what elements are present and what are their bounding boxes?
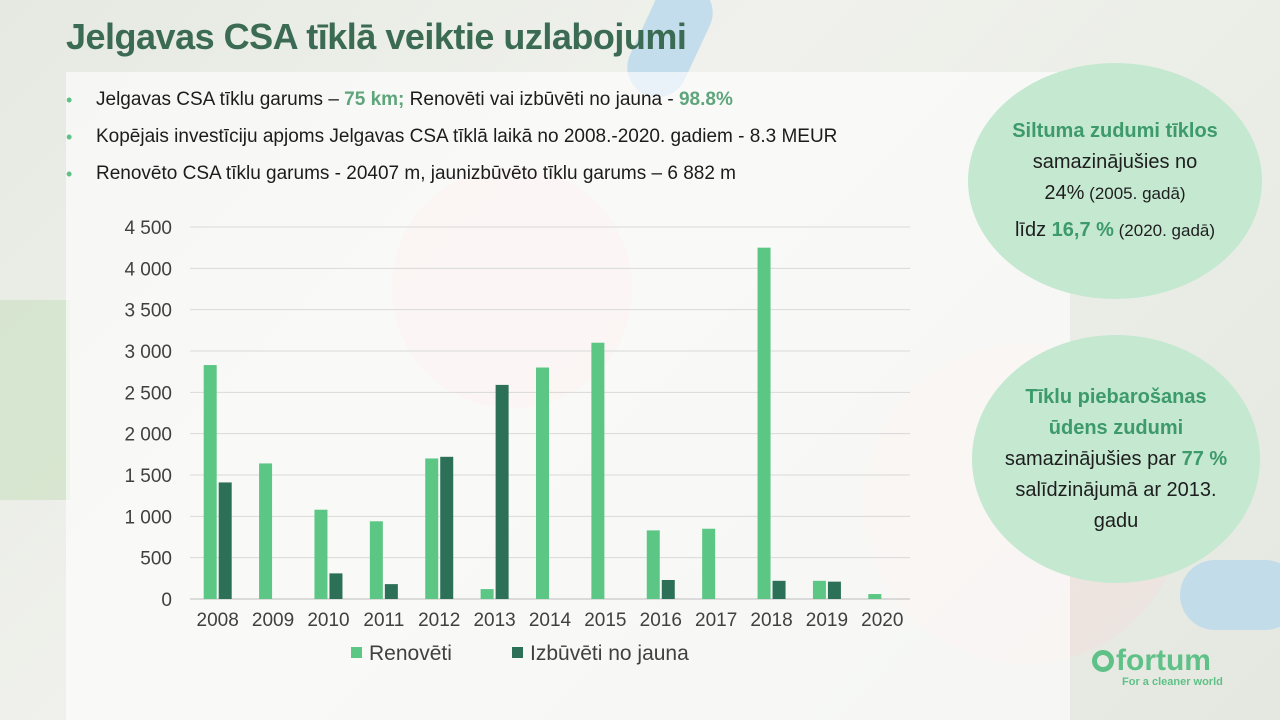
logo-word: fortum	[1116, 644, 1211, 677]
y-tick-label: 4 500	[124, 218, 172, 239]
bar-renoveti-2017	[702, 528, 716, 599]
water-loss-heading-1: Tīklu piebarošanas	[1025, 385, 1207, 408]
y-tick-label: 3 500	[124, 301, 172, 322]
logo-tagline: For a cleaner world	[1122, 676, 1223, 688]
bar-izbuveti-2018	[772, 580, 786, 599]
bullet-renovated-length: Renovēto CSA tīklu garums - 20407 m, jau…	[66, 160, 837, 197]
x-tick-label: 2020	[861, 610, 903, 631]
x-tick-label: 2010	[307, 610, 349, 631]
bar-renoveti-2010	[314, 509, 328, 599]
bullet-text: Renovēti vai izbūvēti no jauna -	[404, 89, 679, 110]
legend-izbuveti-swatch	[512, 647, 523, 658]
bar-renoveti-2013	[480, 589, 494, 599]
bar-renoveti-2016	[646, 530, 660, 599]
fortum-logo: fortum For a cleaner world	[1092, 644, 1223, 688]
network-length-value: 75 km;	[344, 89, 405, 110]
x-tick-label: 2013	[473, 610, 515, 631]
bar-renoveti-2019	[812, 580, 826, 599]
bullet-list: Jelgavas CSA tīklu garums – 75 km; Renov…	[66, 86, 837, 197]
bullet-network-length: Jelgavas CSA tīklu garums – 75 km; Renov…	[66, 86, 837, 123]
logo-wordmark: fortum	[1092, 644, 1223, 678]
bar-renoveti-2014	[536, 367, 549, 599]
y-tick-label: 0	[161, 590, 172, 611]
bar-izbuveti-2011	[384, 584, 398, 599]
bar-renoveti-2009	[259, 463, 273, 599]
x-tick-label: 2015	[584, 610, 626, 631]
water-loss-text: samazinājušies par	[1004, 447, 1182, 470]
bar-renoveti-2020	[868, 594, 882, 599]
y-tick-label: 3 000	[124, 342, 172, 363]
x-tick-label: 2009	[252, 610, 294, 631]
y-tick-label: 4 000	[124, 259, 172, 280]
x-tick-label: 2011	[363, 610, 404, 631]
x-tick-label: 2014	[529, 610, 572, 631]
heat-loss-text: samazinājušies no	[1032, 151, 1198, 173]
bullet-text: Renovēto CSA tīklu garums - 20407 m, jau…	[96, 163, 736, 184]
heat-loss-from-year: (2005. gadā)	[1084, 184, 1186, 203]
bar-renoveti-2008	[203, 365, 217, 599]
heat-loss-to: līdz 16,7 % (2020. gadā)	[1015, 215, 1215, 246]
heat-loss-to-label: līdz	[1014, 219, 1052, 241]
heat-loss-from-value: 24%	[1044, 182, 1085, 204]
x-tick-label: 2017	[695, 610, 737, 631]
map-green-area	[0, 300, 70, 500]
y-tick-label: 1 500	[124, 466, 172, 487]
water-loss-heading-2: ūdens zudumi	[1048, 416, 1184, 439]
x-tick-label: 2012	[418, 610, 460, 631]
water-loss-reduction: samazinājušies par 77 %	[1005, 444, 1227, 475]
y-tick-label: 1 000	[124, 507, 172, 528]
bullet-text: Jelgavas CSA tīklu garums –	[96, 89, 345, 110]
legend-renoveti-label: Renovēti	[369, 642, 452, 665]
bar-izbuveti-2012	[440, 456, 454, 599]
heat-loss-from: 24% (2005. gadā)	[1044, 178, 1185, 209]
bar-izbuveti-2016	[661, 579, 675, 599]
legend-renoveti-swatch	[351, 647, 362, 658]
x-tick-label: 2016	[640, 610, 682, 631]
map-lake	[1180, 560, 1280, 630]
x-tick-label: 2008	[197, 610, 239, 631]
water-loss-compare-end: gadu	[1093, 509, 1139, 532]
renovated-percent-value: 98.8%	[678, 89, 733, 110]
bar-renoveti-2011	[369, 521, 383, 599]
bar-izbuveti-2008	[218, 482, 232, 599]
water-loss-bubble: Tīklu piebarošanas ūdens zudumi samazinā…	[972, 335, 1260, 583]
y-tick-label: 2 500	[124, 383, 172, 404]
legend-izbuveti-label: Izbūvēti no jauna	[530, 642, 689, 665]
bar-renoveti-2015	[591, 342, 605, 599]
water-loss-compare: salīdzinājumā ar 2013.	[1015, 478, 1217, 501]
heat-loss-bubble: Siltuma zudumi tīklos samazinājušies no …	[968, 63, 1262, 299]
bar-renoveti-2012	[425, 458, 439, 599]
heat-loss-to-value: 16,7 %	[1051, 219, 1114, 241]
x-tick-label: 2019	[806, 610, 848, 631]
water-loss-value: 77 %	[1181, 447, 1228, 470]
heat-loss-to-year: (2020. gadā)	[1113, 221, 1216, 240]
bullet-investment: Kopējais investīciju apjoms Jelgavas CSA…	[66, 123, 837, 160]
slide-title: Jelgavas CSA tīklā veiktie uzlabojumi	[66, 16, 687, 57]
fortum-leaf-icon	[1092, 650, 1114, 672]
y-tick-label: 2 000	[124, 425, 172, 446]
bullet-text: Kopējais investīciju apjoms Jelgavas CSA…	[96, 126, 838, 147]
y-tick-label: 500	[140, 549, 172, 570]
x-tick-label: 2018	[750, 610, 792, 631]
bar-izbuveti-2013	[495, 384, 509, 599]
heat-loss-heading: Siltuma zudumi tīklos	[1012, 120, 1218, 142]
bar-izbuveti-2010	[329, 573, 343, 599]
bar-izbuveti-2019	[827, 581, 841, 599]
bar-renoveti-2018	[757, 247, 771, 599]
